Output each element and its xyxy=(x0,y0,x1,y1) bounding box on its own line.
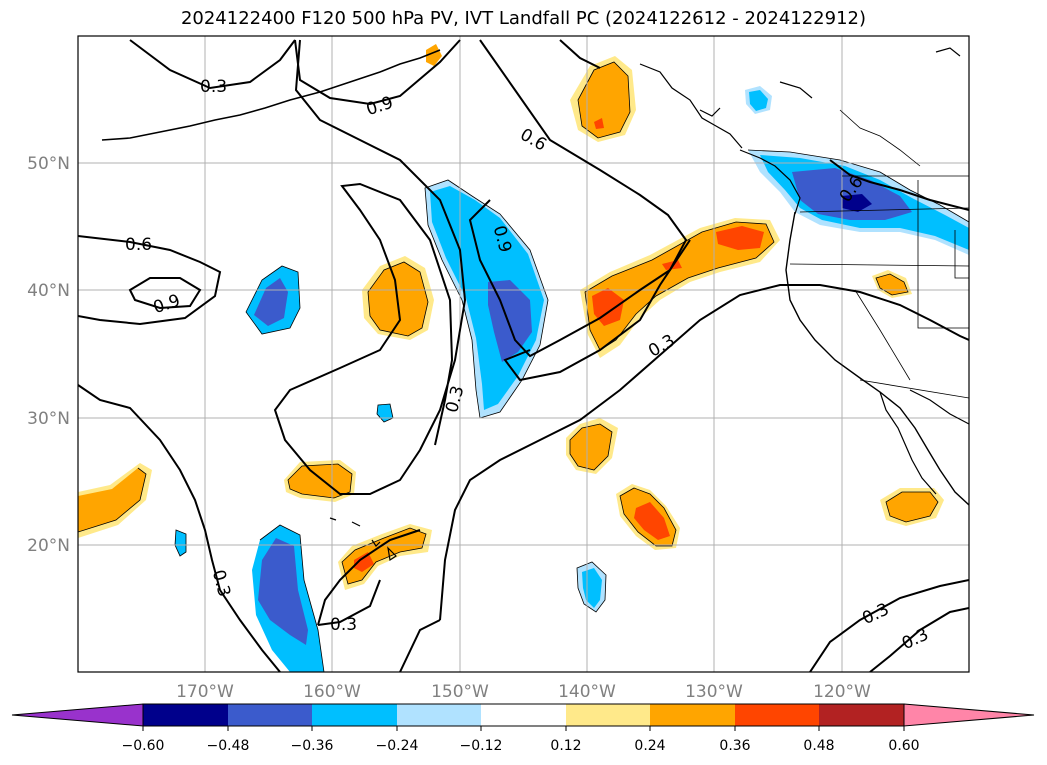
lat-label: 30°N xyxy=(27,409,70,429)
colorbar-tick-label: −0.48 xyxy=(207,738,250,754)
anomaly-pos-baja-mid xyxy=(886,492,938,522)
colorbar-segment xyxy=(735,704,819,726)
map-title: 2024122400 F120 500 hPa PV, IVT Landfall… xyxy=(180,8,867,29)
anomaly-pos-158w-mid xyxy=(288,464,352,498)
gridlines xyxy=(78,36,969,672)
colorbar: −0.60 −0.48 −0.36 −0.24 −0.12 0.12 0.24 … xyxy=(11,703,1035,754)
anomaly-neg-south-dark xyxy=(258,538,308,645)
colorbar-segment xyxy=(481,704,566,726)
longitude-labels: 170°W 160°W 150°W 140°W 130°W 120°W xyxy=(176,682,871,702)
lat-label: 20°N xyxy=(27,536,70,556)
colorbar-tick-label: −0.12 xyxy=(460,738,503,754)
lon-label: 150°W xyxy=(431,682,489,702)
colorbar-tick-label: 0.48 xyxy=(803,738,834,754)
anomaly-neg-westcoast-core xyxy=(842,194,872,212)
coastlines xyxy=(101,47,969,506)
anomaly-neg-central-dark xyxy=(488,280,532,362)
colorbar-tick-label: −0.60 xyxy=(122,738,165,754)
pv-contours xyxy=(78,39,969,672)
colorbar-segment xyxy=(228,704,312,726)
colorbar-tick-label: −0.24 xyxy=(376,738,419,754)
anomaly-pos-ne-red1 xyxy=(592,288,624,326)
colorbar-segment xyxy=(397,704,481,726)
lon-label: 120°W xyxy=(813,682,871,702)
colorbar-segment xyxy=(143,704,228,726)
contour-label: 0.3 xyxy=(200,77,227,97)
lat-label: 40°N xyxy=(27,281,70,301)
anomaly-pos-ne-red2 xyxy=(716,226,764,250)
plot-frame xyxy=(77,35,970,673)
colorbar-tick-label: 0.60 xyxy=(888,738,919,754)
colorbar-tick-label: 0.24 xyxy=(634,738,665,754)
anomaly-neg-central-mid xyxy=(430,186,544,410)
anomaly-pos-ne-mid xyxy=(585,222,774,350)
anomaly-neg-westcoast-dark xyxy=(792,168,912,220)
anomaly-pos-134w-red xyxy=(634,502,670,540)
anomaly-pos-aleutian xyxy=(426,44,442,66)
colorbar-segment xyxy=(819,704,904,726)
anomaly-pos-140w-mid xyxy=(570,424,612,470)
anomaly-pos-gulf-red xyxy=(594,118,604,129)
colorbar-segment xyxy=(650,704,735,726)
latitude-labels: 50°N 40°N 30°N 20°N xyxy=(27,154,70,556)
colorbar-tick-label: 0.36 xyxy=(719,738,750,754)
contour-label: 0.3 xyxy=(330,615,357,635)
colorbar-tick-label: −0.36 xyxy=(291,738,334,754)
lon-label: 170°W xyxy=(176,682,234,702)
colorbar-extend-high xyxy=(903,703,1035,727)
anomaly-pos-west-mid xyxy=(78,468,146,532)
lon-label: 160°W xyxy=(303,682,361,702)
lon-label: 140°W xyxy=(558,682,616,702)
anomaly-pos-hawaii-red xyxy=(354,552,374,572)
colorbar-tick-label: 0.12 xyxy=(550,738,581,754)
colorbar-segment xyxy=(312,704,397,726)
contour-label: 0.6 xyxy=(125,235,152,255)
plot-area: 0.3 0.9 0.6 0.6 0.9 0.6 0.9 0.3 0.3 0.3 … xyxy=(78,36,969,672)
anomaly-neg-dot-d-core xyxy=(749,90,768,111)
lon-label: 130°W xyxy=(685,682,743,702)
borders xyxy=(789,109,969,399)
colorbar-extend-low xyxy=(11,703,144,727)
lat-label: 50°N xyxy=(27,154,70,174)
colorbar-segment xyxy=(566,704,650,726)
anomaly-pos-gulf-mid xyxy=(578,62,630,138)
hawaiian-islands xyxy=(329,517,397,562)
anomaly-neg-dot-a xyxy=(175,530,186,556)
